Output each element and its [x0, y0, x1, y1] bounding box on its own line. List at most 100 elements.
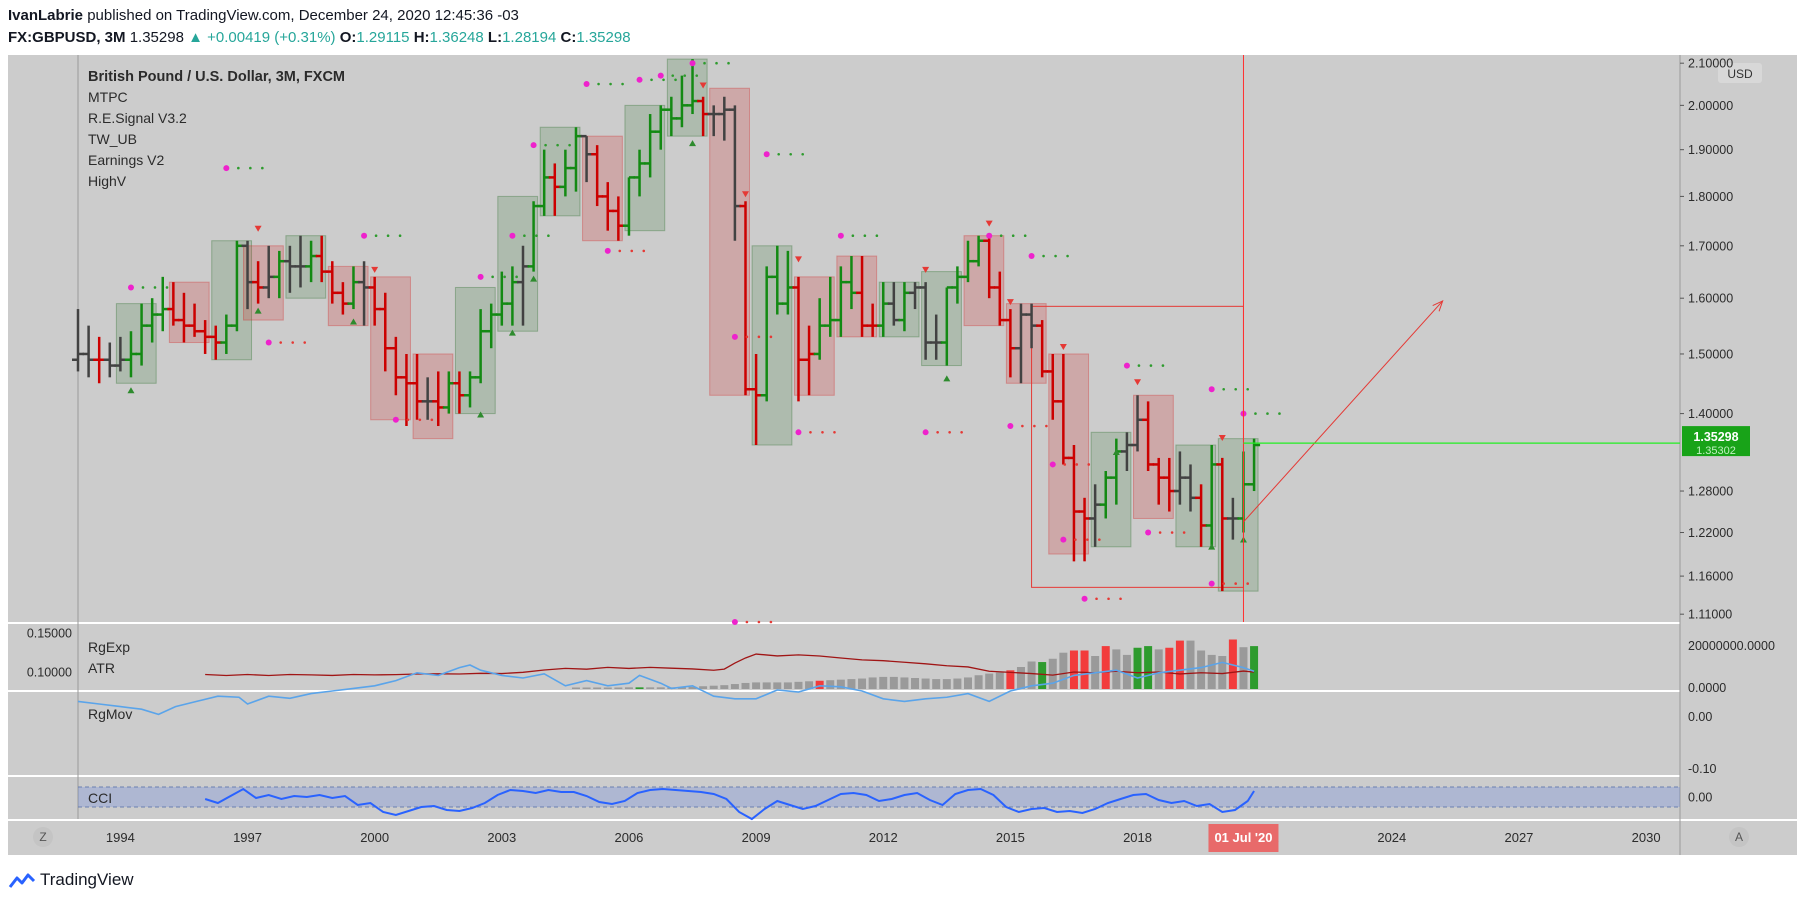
highv-trail-dot	[1042, 254, 1045, 258]
highv-dot-icon	[1123, 362, 1130, 369]
atr-bar	[1101, 646, 1110, 689]
atr-bar	[603, 687, 612, 689]
highv-trail-dot	[769, 335, 773, 339]
signal-zone	[539, 126, 581, 217]
atr-bar	[953, 678, 962, 689]
highv-trail-dot	[642, 249, 646, 253]
atr-bar	[995, 672, 1004, 689]
time-tick-label: 2000	[360, 830, 389, 845]
signal-zone	[793, 276, 835, 396]
rgexp-left-tick: 0.15000	[27, 627, 72, 641]
atr-bar	[582, 687, 591, 689]
highv-trail-dot	[556, 143, 559, 147]
atr-label: ATR	[88, 660, 115, 676]
highv-trail-dot	[1246, 387, 1249, 391]
highv-dot-icon	[361, 232, 368, 239]
highv-trail-dot	[777, 152, 780, 156]
highv-trail-dot	[683, 74, 687, 77]
atr-bar	[635, 687, 644, 689]
highv-dot-icon	[837, 232, 844, 239]
highv-trail-dot	[1222, 387, 1225, 391]
atr-bar	[593, 687, 602, 689]
signal-zone	[582, 135, 623, 242]
zoom-reset-button[interactable]: Z	[33, 827, 53, 847]
highv-trail-dot	[1119, 597, 1122, 601]
atr-bar	[868, 677, 877, 689]
time-tick-label: 2027	[1504, 830, 1533, 845]
footer-brand[interactable]: TradingView	[8, 868, 134, 892]
signal-zone	[709, 87, 751, 396]
highv-trail-dot	[1234, 387, 1237, 391]
legend-item: TW_UB	[88, 131, 137, 147]
highv-trail-dot	[999, 234, 1003, 237]
rgmov-label: RgMov	[88, 706, 132, 722]
highv-trail-dot	[671, 74, 675, 77]
highv-trail-dot	[1246, 582, 1249, 585]
highv-trail-dot	[291, 341, 295, 344]
cci-tick: 0.00	[1688, 791, 1712, 805]
currency-badge	[1718, 63, 1762, 83]
highv-trail-dot	[1149, 364, 1153, 367]
highv-trail-dot	[609, 82, 612, 86]
signal-zone	[666, 58, 708, 137]
atr-bar	[773, 682, 782, 689]
highv-trail-dot	[597, 82, 600, 86]
sell-signal-icon	[985, 220, 993, 227]
highv-trail-dot	[1161, 364, 1165, 367]
signal-zone	[1133, 394, 1174, 519]
time-tick-label: 2015	[996, 830, 1025, 845]
price-tick-label: 1.70000	[1688, 239, 1733, 253]
legend-item: HighV	[88, 173, 127, 189]
atr-bar	[741, 682, 750, 689]
highv-trail-dot	[757, 620, 761, 624]
highv-dot-icon	[731, 333, 738, 340]
highv-dot-icon	[1007, 423, 1014, 430]
rgexp-label: RgExp	[88, 639, 130, 655]
atr-bar	[985, 673, 994, 689]
highv-trail-dot	[1278, 412, 1281, 415]
signal-zone	[963, 235, 1005, 327]
time-tick-label: 2030	[1632, 830, 1661, 845]
highv-trail-dot	[1095, 597, 1098, 601]
atr-bar	[1038, 662, 1047, 689]
highv-trail-dot	[1086, 538, 1089, 541]
time-tick-label: 2006	[614, 830, 643, 845]
price-change: +0.00419 (+0.31%)	[207, 29, 336, 46]
highv-trail-dot	[544, 143, 547, 147]
signal-zone	[168, 281, 210, 344]
atr-bar	[847, 679, 856, 689]
atr-bar	[1175, 640, 1184, 689]
highv-dot-icon	[1049, 461, 1056, 468]
rgexp-pane	[8, 624, 1680, 690]
highv-trail-dot	[727, 61, 730, 65]
highv-trail-dot	[1266, 412, 1269, 415]
author-name[interactable]: IvanLabrie	[8, 7, 84, 24]
legend-item: British Pound / U.S. Dollar, 3M, FXCM	[88, 69, 345, 85]
highv-trail-dot	[833, 431, 836, 434]
price-tick-label: 1.40000	[1688, 407, 1733, 421]
rgexp-line	[205, 653, 1255, 677]
price-tick-label: 1.80000	[1688, 190, 1733, 204]
highv-trail-dot	[1087, 463, 1091, 466]
last-price-sub-label: 1.35302	[1696, 445, 1736, 457]
atr-bar	[783, 682, 792, 689]
price-tick-label: 1.90000	[1688, 143, 1733, 157]
auto-scale-button[interactable]: A	[1729, 827, 1749, 847]
highv-trail-dot	[703, 61, 706, 65]
signal-zone	[1005, 303, 1047, 384]
atr-bar	[1197, 650, 1206, 689]
highv-trail-dot	[695, 74, 699, 77]
legend-item: R.E.Signal V3.2	[88, 110, 187, 126]
up-arrow-icon: ▲	[188, 29, 203, 46]
buy-signal-icon	[477, 411, 485, 418]
legend-item: Earnings V2	[88, 152, 164, 168]
highv-trail-dot	[1170, 531, 1174, 534]
atr-bar	[1144, 646, 1153, 689]
highv-trail-dot	[430, 418, 434, 422]
highv-trail-dot	[303, 341, 307, 344]
highv-trail-dot	[1054, 254, 1057, 258]
atr-bar	[624, 687, 633, 689]
price-tick-label: 1.28000	[1688, 485, 1733, 499]
atr-bar	[571, 687, 580, 689]
